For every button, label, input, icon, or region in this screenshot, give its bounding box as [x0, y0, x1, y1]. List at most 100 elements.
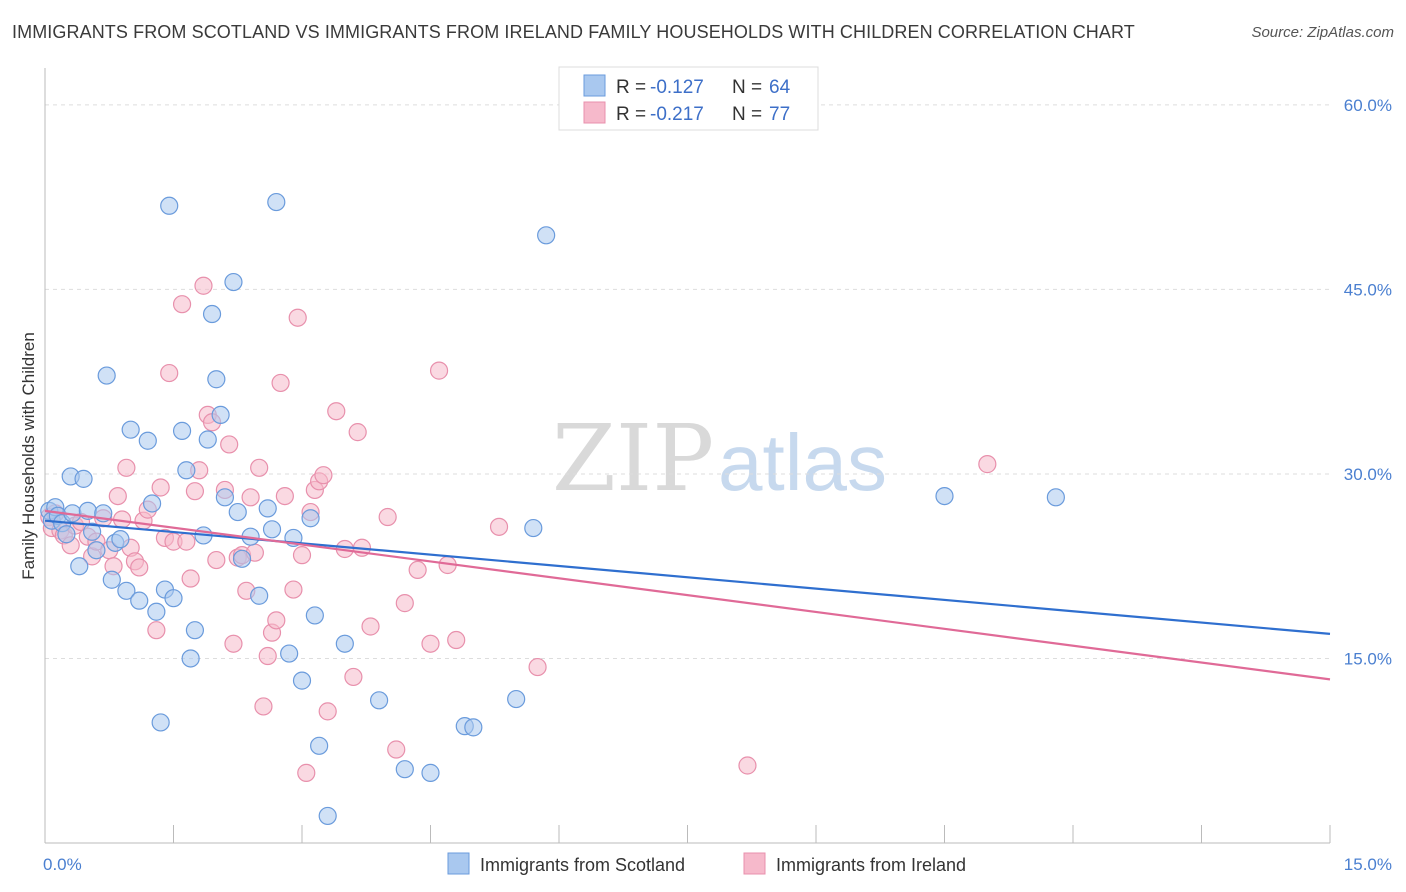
y-tick-label: 30.0% — [1344, 465, 1392, 484]
point-ireland — [207, 550, 226, 570]
point-ireland — [108, 486, 127, 506]
point-scotland — [292, 671, 312, 690]
legend-swatch-scotland — [447, 852, 470, 875]
series-legend: Immigrants from Scotland Immigrants from… — [447, 852, 966, 875]
stats-n-value-scotland: 64 — [769, 77, 791, 98]
point-ireland — [258, 646, 277, 666]
point-scotland — [102, 570, 121, 589]
point-scotland — [111, 530, 130, 549]
point-ireland — [344, 667, 363, 687]
point-scotland — [310, 736, 329, 755]
point-scotland — [1046, 488, 1065, 507]
point-ireland — [288, 308, 307, 327]
x-tick-label-max: 15.0% — [1344, 855, 1392, 874]
point-scotland — [507, 689, 526, 709]
point-scotland — [935, 486, 954, 506]
y-tick-label: 45.0% — [1344, 280, 1392, 299]
point-scotland — [172, 421, 192, 440]
trend-lines — [44, 509, 1331, 681]
point-scotland — [70, 557, 89, 576]
y-tick-labels: 15.0% 30.0% 45.0% 60.0% — [1344, 96, 1392, 669]
stats-n-label-ireland: N = — [732, 104, 762, 125]
point-ireland — [297, 763, 316, 782]
point-ireland — [327, 402, 346, 421]
legend-swatch-ireland — [743, 852, 766, 875]
point-scotland — [142, 494, 162, 513]
point-scotland — [57, 525, 76, 544]
point-scotland — [524, 518, 543, 538]
stats-legend-swatch-scotland — [583, 74, 606, 97]
point-scotland — [262, 520, 282, 539]
point-ireland — [220, 435, 239, 454]
point-ireland — [117, 458, 136, 477]
point-ireland — [224, 634, 243, 653]
legend-label-ireland: Immigrants from Ireland — [776, 855, 966, 875]
point-scotland — [117, 581, 136, 600]
point-ireland — [318, 702, 337, 721]
point-scotland — [181, 649, 200, 668]
point-ireland — [160, 363, 179, 383]
point-scotland — [207, 370, 226, 389]
point-scotland — [164, 589, 183, 608]
point-scotland — [160, 196, 179, 215]
stats-r-label-scotland: R = — [616, 77, 646, 98]
point-scotland — [318, 806, 337, 826]
source-credit: Source: ZipAtlas.com — [1251, 24, 1394, 41]
point-scotland — [202, 304, 222, 324]
point-ireland — [130, 558, 149, 577]
point-scotland — [267, 192, 286, 212]
point-scotland — [97, 366, 116, 385]
point-scotland — [305, 606, 324, 625]
point-ireland — [151, 478, 170, 497]
point-ireland — [395, 594, 414, 613]
point-scotland — [232, 549, 252, 568]
point-ireland — [185, 482, 205, 501]
point-scotland — [280, 644, 299, 663]
point-scotland — [151, 713, 170, 732]
point-ireland — [181, 569, 200, 588]
stats-r-value-ireland: -0.217 — [650, 104, 704, 125]
point-ireland — [429, 361, 449, 380]
point-ireland — [292, 546, 312, 565]
stats-r-value-scotland: -0.127 — [650, 77, 704, 98]
point-ireland — [314, 466, 333, 485]
point-ireland — [267, 611, 286, 630]
point-scotland — [138, 431, 157, 450]
y-tick-label: 60.0% — [1344, 96, 1392, 115]
y-axis-label: Family Households with Children — [19, 332, 38, 580]
point-scotland — [121, 420, 140, 439]
point-ireland — [361, 617, 380, 636]
stats-legend-swatch-ireland — [583, 101, 606, 124]
point-ireland — [271, 373, 290, 393]
chart-title: IMMIGRANTS FROM SCOTLAND VS IMMIGRANTS F… — [12, 22, 1135, 42]
point-scotland — [87, 541, 106, 560]
point-ireland — [378, 507, 397, 527]
point-ireland — [738, 756, 757, 775]
point-ireland — [194, 276, 213, 295]
y-tick-label: 15.0% — [1344, 649, 1392, 668]
point-scotland — [198, 430, 217, 449]
point-scotland — [395, 760, 414, 779]
series-scotland-points — [40, 192, 1065, 826]
point-scotland — [250, 586, 269, 605]
point-ireland — [250, 458, 269, 477]
point-scotland — [421, 763, 440, 782]
point-ireland — [284, 580, 303, 599]
point-scotland — [177, 461, 196, 480]
gridlines — [45, 104, 1330, 659]
point-ireland — [978, 455, 997, 474]
legend-label-scotland: Immigrants from Scotland — [480, 855, 685, 875]
point-ireland — [348, 423, 367, 442]
point-scotland — [185, 621, 205, 640]
point-scotland — [370, 691, 389, 710]
watermark-zip: ZIP — [552, 405, 714, 512]
stats-legend: R = -0.127 N = 64 R = -0.217 N = 77 — [558, 66, 819, 131]
point-scotland — [211, 405, 230, 425]
point-ireland — [254, 697, 273, 716]
point-ireland — [489, 517, 509, 536]
point-scotland — [224, 272, 243, 292]
point-ireland — [147, 621, 166, 640]
point-scotland — [228, 502, 247, 522]
point-ireland — [177, 532, 196, 551]
